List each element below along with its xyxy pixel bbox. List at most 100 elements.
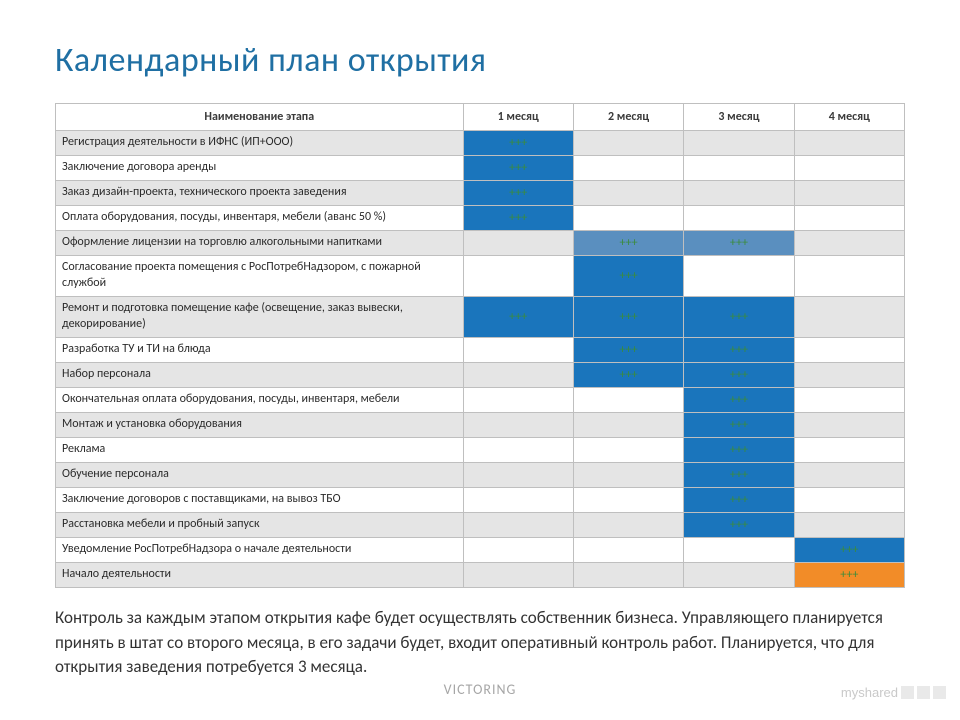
page-title: Календарный план открытия bbox=[55, 40, 905, 81]
plan-cell bbox=[573, 438, 683, 463]
table-row: Оплата оборудования, посуды, инвентаря, … bbox=[56, 206, 905, 231]
plan-cell bbox=[573, 538, 683, 563]
row-label: Окончательная оплата оборудования, посуд… bbox=[56, 388, 464, 413]
plan-cell bbox=[684, 181, 794, 206]
watermark-square-3 bbox=[933, 686, 946, 699]
plan-cell bbox=[573, 513, 683, 538]
plan-cell bbox=[794, 338, 904, 363]
plan-cell: +++ bbox=[684, 513, 794, 538]
plan-cell bbox=[573, 181, 683, 206]
row-label: Заказ дизайн-проекта, технического проек… bbox=[56, 181, 464, 206]
plan-cell bbox=[684, 256, 794, 297]
plan-cell bbox=[463, 338, 573, 363]
row-label: Оплата оборудования, посуды, инвентаря, … bbox=[56, 206, 464, 231]
plan-cell: +++ bbox=[573, 256, 683, 297]
watermark: myshared bbox=[841, 685, 946, 700]
table-row: Монтаж и установка оборудования +++ bbox=[56, 413, 905, 438]
plan-cell: +++ bbox=[794, 538, 904, 563]
col-header-month: 3 месяц bbox=[684, 104, 794, 131]
plan-cell: +++ bbox=[463, 131, 573, 156]
table-row: Заключение договоров с поставщиками, на … bbox=[56, 488, 905, 513]
plan-cell bbox=[463, 363, 573, 388]
row-label: Уведомление РосПотребНадзора о начале де… bbox=[56, 538, 464, 563]
plan-cell bbox=[794, 131, 904, 156]
plan-cell bbox=[794, 388, 904, 413]
plan-cell bbox=[794, 156, 904, 181]
table-row: Расстановка мебели и пробный запуск +++ bbox=[56, 513, 905, 538]
row-label: Расстановка мебели и пробный запуск bbox=[56, 513, 464, 538]
plan-cell bbox=[684, 156, 794, 181]
row-label: Согласование проекта помещения с РосПотр… bbox=[56, 256, 464, 297]
table-row: Регистрация деятельности в ИФНС (ИП+ООО)… bbox=[56, 131, 905, 156]
plan-cell bbox=[684, 131, 794, 156]
plan-cell: +++ bbox=[684, 338, 794, 363]
slide: Календарный план открытия Наименование э… bbox=[0, 0, 960, 720]
plan-cell bbox=[463, 488, 573, 513]
table-row: Разработка ТУ и ТИ на блюда++++++ bbox=[56, 338, 905, 363]
table-row: Заключение договора аренды+++ bbox=[56, 156, 905, 181]
table-row: Уведомление РосПотребНадзора о начале де… bbox=[56, 538, 905, 563]
plan-cell: +++ bbox=[573, 338, 683, 363]
plan-cell bbox=[463, 388, 573, 413]
plan-cell: +++ bbox=[684, 413, 794, 438]
table-row: Заказ дизайн-проекта, технического проек… bbox=[56, 181, 905, 206]
footer-brand: VICTORING bbox=[0, 681, 960, 698]
row-label: Реклама bbox=[56, 438, 464, 463]
col-header-label: Наименование этапа bbox=[56, 104, 464, 131]
plan-cell: +++ bbox=[573, 297, 683, 338]
plan-cell: +++ bbox=[794, 563, 904, 588]
col-header-month: 4 месяц bbox=[794, 104, 904, 131]
table-row: Реклама +++ bbox=[56, 438, 905, 463]
plan-cell: +++ bbox=[684, 463, 794, 488]
plan-cell: +++ bbox=[684, 488, 794, 513]
row-label: Обучение персонала bbox=[56, 463, 464, 488]
plan-cell bbox=[573, 131, 683, 156]
row-label: Регистрация деятельности в ИФНС (ИП+ООО) bbox=[56, 131, 464, 156]
plan-cell bbox=[463, 563, 573, 588]
row-label: Оформление лицензии на торговлю алкоголь… bbox=[56, 231, 464, 256]
row-label: Заключение договоров с поставщиками, на … bbox=[56, 488, 464, 513]
table-row: Окончательная оплата оборудования, посуд… bbox=[56, 388, 905, 413]
plan-cell: +++ bbox=[684, 388, 794, 413]
plan-cell bbox=[684, 206, 794, 231]
table-row: Набор персонала++++++ bbox=[56, 363, 905, 388]
table-row: Начало деятельности +++ bbox=[56, 563, 905, 588]
plan-cell bbox=[573, 388, 683, 413]
plan-cell bbox=[463, 438, 573, 463]
plan-cell bbox=[794, 231, 904, 256]
row-label: Ремонт и подготовка помещение кафе (осве… bbox=[56, 297, 464, 338]
plan-cell: +++ bbox=[463, 297, 573, 338]
plan-cell bbox=[463, 231, 573, 256]
plan-cell bbox=[794, 363, 904, 388]
plan-table: Наименование этапа1 месяц2 месяц3 месяц4… bbox=[55, 103, 905, 588]
plan-cell bbox=[794, 256, 904, 297]
plan-cell bbox=[463, 256, 573, 297]
plan-cell bbox=[794, 488, 904, 513]
plan-cell bbox=[684, 563, 794, 588]
row-label: Монтаж и установка оборудования bbox=[56, 413, 464, 438]
plan-cell bbox=[573, 156, 683, 181]
plan-cell bbox=[463, 413, 573, 438]
plan-cell bbox=[573, 563, 683, 588]
row-label: Начало деятельности bbox=[56, 563, 464, 588]
plan-cell: +++ bbox=[573, 363, 683, 388]
plan-cell bbox=[794, 413, 904, 438]
plan-cell bbox=[794, 181, 904, 206]
plan-cell: +++ bbox=[684, 438, 794, 463]
row-label: Заключение договора аренды bbox=[56, 156, 464, 181]
plan-cell: +++ bbox=[463, 181, 573, 206]
plan-cell bbox=[463, 538, 573, 563]
table-row: Согласование проекта помещения с РосПотр… bbox=[56, 256, 905, 297]
plan-cell: +++ bbox=[573, 231, 683, 256]
plan-cell: +++ bbox=[684, 297, 794, 338]
watermark-square-1 bbox=[901, 686, 914, 699]
watermark-square-2 bbox=[917, 686, 930, 699]
plan-cell: +++ bbox=[684, 231, 794, 256]
plan-cell bbox=[573, 206, 683, 231]
footnote-text: Контроль за каждым этапом открытия кафе … bbox=[55, 606, 905, 680]
plan-cell bbox=[794, 297, 904, 338]
plan-cell: +++ bbox=[463, 206, 573, 231]
plan-cell bbox=[794, 206, 904, 231]
plan-cell bbox=[573, 413, 683, 438]
table-row: Обучение персонала +++ bbox=[56, 463, 905, 488]
